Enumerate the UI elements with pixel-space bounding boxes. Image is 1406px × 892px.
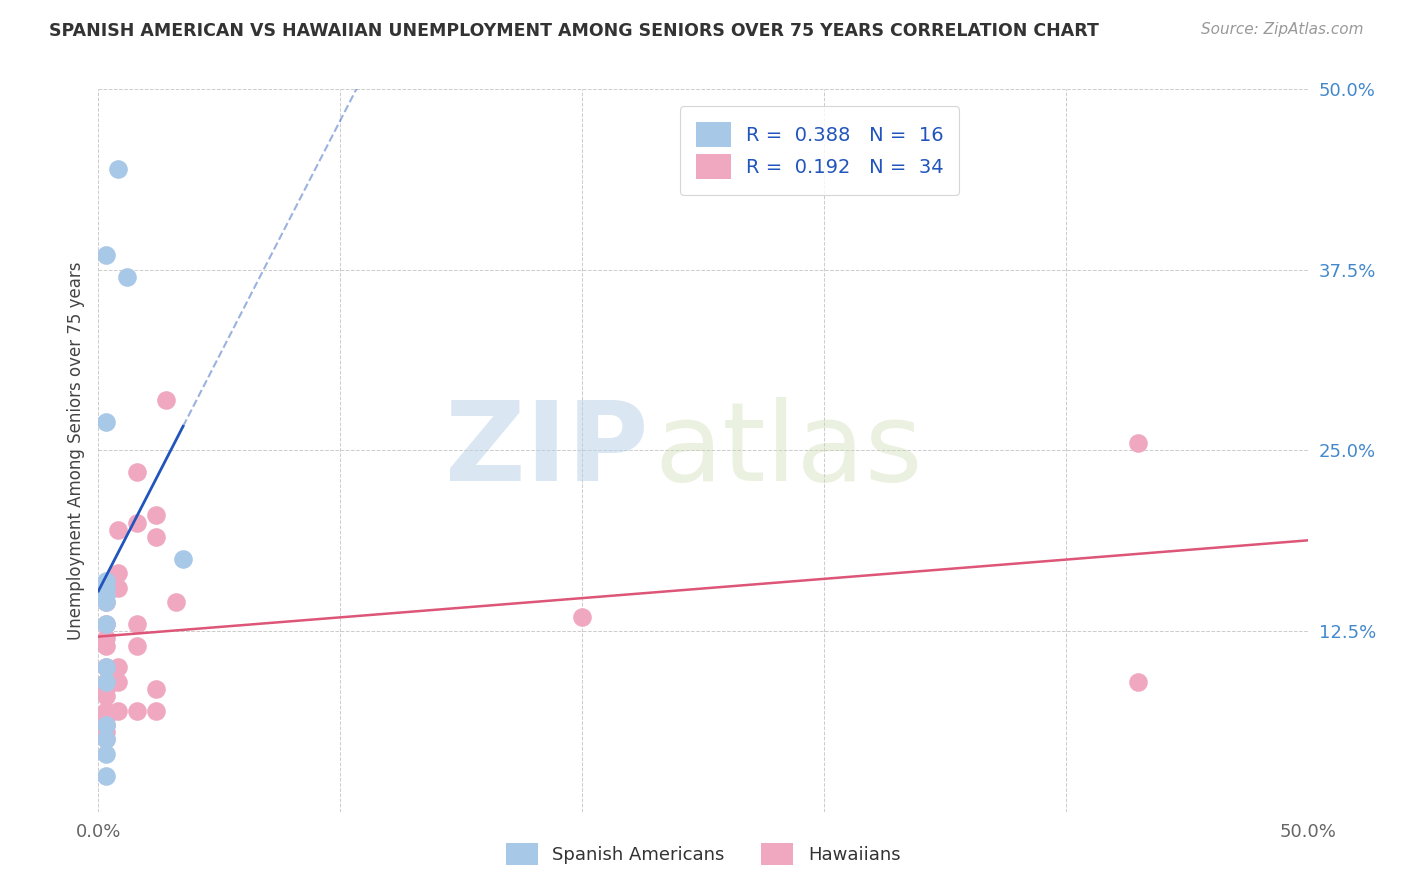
Point	[94, 616, 117, 631]
Point	[94, 681, 117, 696]
Point	[107, 523, 129, 537]
Y-axis label: Unemployment Among Seniors over 75 years: Unemployment Among Seniors over 75 years	[66, 261, 84, 640]
Text: SPANISH AMERICAN VS HAWAIIAN UNEMPLOYMENT AMONG SENIORS OVER 75 YEARS CORRELATIO: SPANISH AMERICAN VS HAWAIIAN UNEMPLOYMEN…	[49, 22, 1099, 40]
Point	[1128, 436, 1150, 450]
Point	[94, 769, 117, 783]
Point	[94, 588, 117, 602]
Point	[94, 248, 117, 262]
Point	[94, 725, 117, 739]
Point	[127, 704, 149, 718]
Point	[117, 270, 139, 285]
Point	[94, 660, 117, 674]
Point	[94, 674, 117, 689]
Legend: R =  0.388   N =  16, R =  0.192   N =  34: R = 0.388 N = 16, R = 0.192 N = 34	[681, 106, 959, 195]
Point	[107, 161, 129, 176]
Point	[94, 581, 117, 595]
Point	[145, 508, 167, 523]
Point	[94, 574, 117, 588]
Point	[127, 639, 149, 653]
Point	[94, 632, 117, 646]
Legend: Spanish Americans, Hawaiians: Spanish Americans, Hawaiians	[496, 834, 910, 874]
Point	[107, 566, 129, 581]
Point	[94, 732, 117, 747]
Point	[145, 704, 167, 718]
Point	[94, 595, 117, 609]
Text: atlas: atlas	[655, 397, 924, 504]
Point	[94, 595, 117, 609]
Point	[94, 732, 117, 747]
Point	[107, 674, 129, 689]
Point	[127, 616, 149, 631]
Point	[94, 718, 117, 732]
Point	[94, 689, 117, 703]
Text: Source: ZipAtlas.com: Source: ZipAtlas.com	[1201, 22, 1364, 37]
Point	[571, 609, 593, 624]
Text: ZIP: ZIP	[446, 397, 648, 504]
Point	[127, 465, 149, 479]
Point	[94, 639, 117, 653]
Point	[107, 581, 129, 595]
Point	[94, 704, 117, 718]
Point	[1128, 674, 1150, 689]
Point	[145, 530, 167, 544]
Point	[165, 595, 187, 609]
Point	[94, 415, 117, 429]
Point	[94, 674, 117, 689]
Point	[94, 711, 117, 725]
Point	[94, 660, 117, 674]
Point	[107, 704, 129, 718]
Point	[94, 616, 117, 631]
Point	[94, 581, 117, 595]
Point	[107, 660, 129, 674]
Point	[172, 551, 194, 566]
Point	[127, 516, 149, 530]
Point	[94, 747, 117, 761]
Point	[155, 392, 177, 407]
Point	[94, 718, 117, 732]
Point	[145, 681, 167, 696]
